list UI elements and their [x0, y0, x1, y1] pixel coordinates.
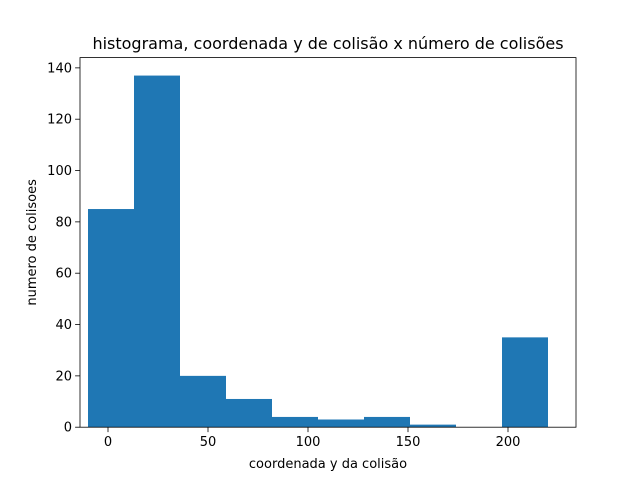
histogram-bar: [364, 416, 410, 428]
y-axis-ticks: 0 20 40 60 80 100 120 140: [47, 61, 80, 436]
y-tick-label: 20: [55, 369, 72, 384]
x-tick-label: 0: [104, 435, 112, 450]
y-axis-label: numero de colisoes: [25, 179, 40, 306]
bars-group: [88, 75, 548, 428]
y-tick-label: 40: [55, 318, 72, 333]
x-tick-label: 100: [296, 435, 321, 450]
histogram-bar: [88, 209, 134, 428]
histogram-bar: [502, 337, 548, 428]
x-axis-ticks: 0 50 100 150 200: [104, 427, 521, 450]
histogram-bar: [134, 75, 180, 428]
x-axis-label: coordenada y da colisão: [249, 457, 407, 472]
y-tick-label: 80: [55, 215, 72, 230]
y-tick-label: 0: [64, 421, 72, 436]
y-tick-label: 140: [47, 61, 72, 76]
y-tick-label: 100: [47, 164, 72, 179]
plot-frame: [79, 57, 577, 428]
y-tick-label: 120: [47, 113, 72, 128]
histogram-bar: [272, 416, 318, 428]
x-tick-label: 150: [396, 435, 421, 450]
histogram-bar: [410, 424, 456, 428]
y-tick-label: 60: [55, 267, 72, 282]
chart-title: histograma, coordenada y de colisão x nú…: [92, 34, 563, 53]
histogram-bar: [180, 375, 226, 428]
histogram-bar: [318, 419, 364, 428]
histogram-bar: [226, 398, 272, 428]
x-tick-label: 50: [200, 435, 217, 450]
x-tick-label: 200: [496, 435, 521, 450]
